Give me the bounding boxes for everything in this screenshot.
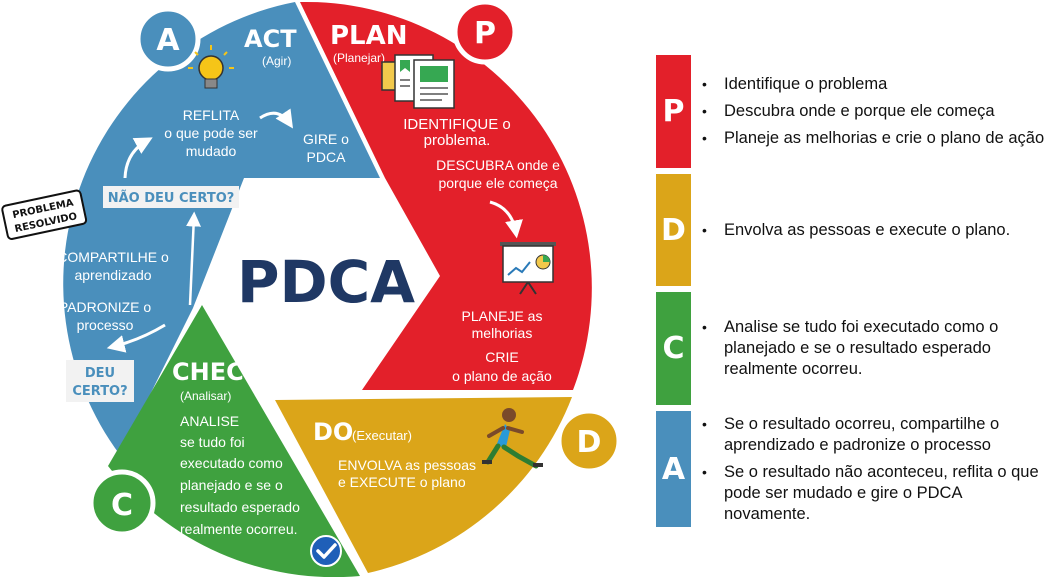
check-segment: [108, 305, 360, 577]
check-text-block: ANALISE se tudo foi executado como plane…: [180, 413, 300, 537]
act-padronize-line2: processo: [77, 317, 134, 333]
do-subtitle: (Executar): [352, 428, 412, 443]
presentation-chart-icon: [500, 242, 556, 295]
legend-item: Identifique o problema: [700, 74, 1050, 95]
act-compartilhe-line2: aprendizado: [74, 267, 151, 283]
plan-step2-line1: DESCUBRA onde e: [436, 157, 560, 173]
pdca-cycle-diagram: PDCA P PLAN (Planejar) IDENTIFIQUE o pro…: [1, 0, 622, 577]
legend-list-a: Se o resultado ocorreu, compartilhe o ap…: [700, 411, 1050, 527]
check-line-4: planejado e se o: [180, 477, 283, 493]
legend-list-p: Identifique o problema Descubra onde e p…: [700, 55, 1050, 168]
arrow-icon: [489, 200, 523, 239]
nao-deu-certo-label: NÃO DEU CERTO?: [108, 190, 235, 206]
plan-step3-line2: melhorias: [472, 325, 533, 341]
act-segment: [63, 2, 380, 455]
act-badge-letter: A: [156, 23, 180, 58]
act-reflita-line3: mudado: [186, 143, 237, 159]
check-line-1: ANALISE: [180, 413, 239, 429]
check-line-2: se tudo foi: [180, 434, 245, 450]
check-line-5: resultado esperado: [180, 499, 300, 515]
act-compartilhe-line1: COMPARTILHE o: [57, 249, 169, 265]
do-step1-line2: e EXECUTE o plano: [338, 474, 466, 490]
act-reflita-line2: o que pode ser: [164, 125, 258, 141]
legend-item: Envolva as pessoas e execute o plano.: [700, 220, 1050, 241]
do-badge-letter: D: [577, 425, 602, 460]
plan-step2-line2: porque ele começa: [438, 175, 557, 191]
do-title: DO: [313, 418, 353, 446]
plan-badge-letter: P: [474, 16, 496, 51]
problema-resolvido-tag: PROBLEMA RESOLVIDO: [1, 189, 88, 240]
legend-item: Se o resultado ocorreu, compartilhe o ap…: [700, 414, 1050, 456]
plan-badge-circle: [452, 0, 518, 65]
check-line-6: realmente ocorreu.: [180, 521, 298, 537]
do-step1-line1: ENVOLVA as pessoas: [338, 457, 476, 473]
documents-icon: [381, 54, 455, 109]
check-title: CHECK: [172, 358, 264, 386]
legend-row-a: A Se o resultado ocorreu, compartilhe o …: [656, 411, 1051, 527]
runner-icon: [482, 408, 543, 469]
deu-certo-box: [66, 360, 134, 402]
legend-letter-c: C: [656, 292, 691, 405]
act-badge-circle: [135, 6, 201, 72]
legend-list-d: Envolva as pessoas e execute o plano.: [700, 174, 1050, 286]
act-reflita-line1: REFLITA: [183, 107, 240, 123]
plan-step4-line2: o plano de ação: [452, 368, 552, 384]
lightbulb-icon: [188, 45, 234, 89]
legend-item: Se o resultado não aconteceu, reflita o …: [700, 462, 1050, 525]
arrow-icon: [186, 211, 202, 306]
legend-row-d: D Envolva as pessoas e execute o plano.: [656, 174, 1051, 286]
plan-step3-line1: PLANEJE as: [462, 308, 543, 324]
plan-step4-line1: CRIE: [485, 349, 518, 365]
act-gire-line2: PDCA: [307, 149, 347, 165]
arrow-icon: [123, 137, 153, 179]
legend-item: Analise se tudo foi executado como o pla…: [700, 317, 1050, 380]
check-badge-icon: [310, 535, 342, 567]
legend-letter-a: A: [656, 411, 691, 527]
legend-letter-p: P: [656, 55, 691, 168]
legend-item: Descubra onde e porque ele começa: [700, 101, 1050, 122]
legend-list-c: Analise se tudo foi executado como o pla…: [700, 292, 1050, 405]
nao-deu-certo-box: [103, 186, 239, 208]
plan-step1-line1: IDENTIFIQUE o: [403, 116, 511, 133]
legend-row-c: C Analise se tudo foi executado como o p…: [656, 292, 1051, 405]
deu-certo-line2: CERTO?: [72, 384, 127, 399]
arrow-icon: [106, 323, 166, 353]
check-line-3: executado como: [180, 455, 283, 471]
arrow-icon: [259, 108, 293, 129]
act-padronize-line1: PADRONIZE o: [59, 299, 152, 315]
plan-step1-line2: problema.: [424, 132, 491, 149]
act-title: ACT: [244, 25, 297, 53]
do-badge-circle: [556, 408, 622, 474]
legend-row-p: P Identifique o problema Descubra onde e…: [656, 55, 1051, 168]
check-badge-letter: C: [111, 488, 133, 523]
deu-certo-line1: DEU: [85, 366, 115, 381]
plan-subtitle: (Planejar): [333, 51, 385, 65]
legend-item: Planeje as melhorias e crie o plano de a…: [700, 128, 1050, 149]
check-badge-circle: [88, 469, 156, 537]
plan-title: PLAN: [330, 21, 408, 51]
legend-letter-d: D: [656, 174, 691, 286]
pdca-center-title: PDCA: [237, 248, 415, 316]
act-gire-line1: GIRE o: [303, 131, 349, 147]
check-subtitle: (Analisar): [180, 389, 231, 403]
act-subtitle: (Agir): [262, 54, 291, 68]
plan-segment: [300, 1, 592, 390]
do-segment: [275, 397, 572, 573]
